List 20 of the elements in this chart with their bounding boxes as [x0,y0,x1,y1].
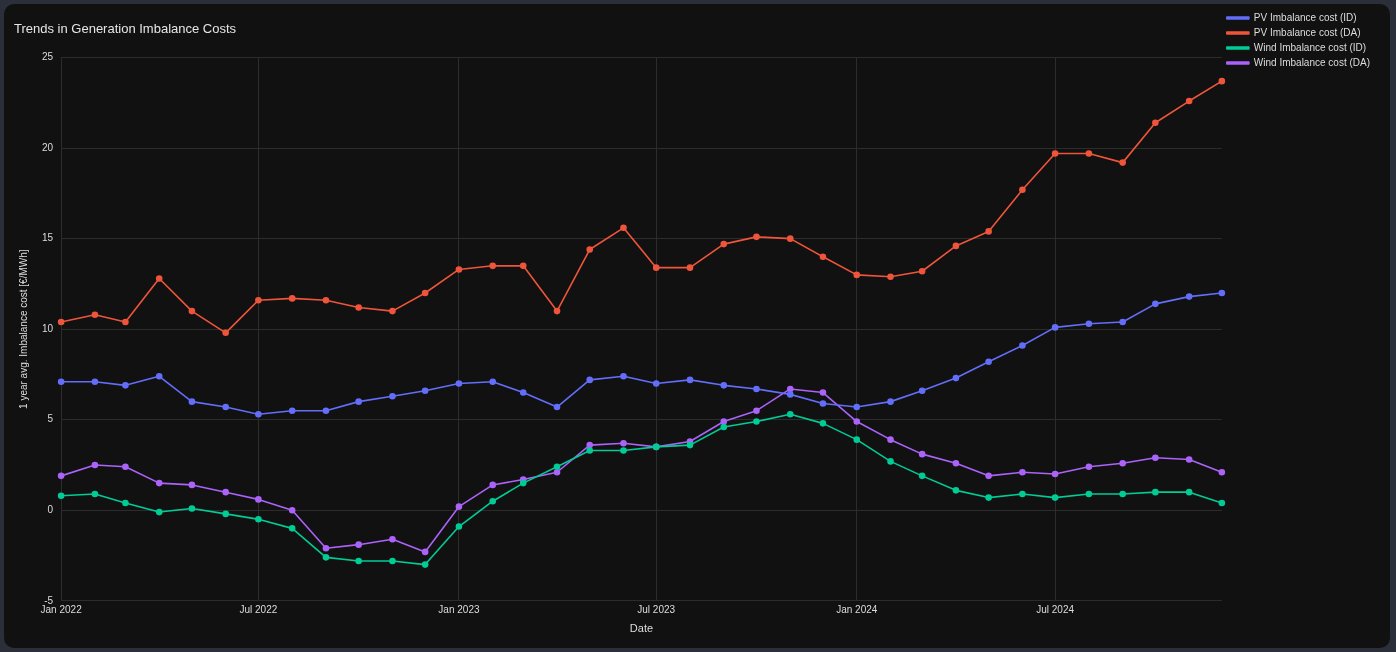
y-tick-label: 0 [47,504,54,516]
y-tick-label: 15 [42,232,54,244]
y-tick-label: 10 [42,322,54,334]
legend-label: Wind Imbalance cost (DA) [1253,56,1371,68]
legend-label: Wind Imbalance cost (ID) [1253,41,1367,53]
x-tick-label: Jul 2022 [239,603,278,615]
x-axis-title: Date [629,622,654,635]
x-tick-label: Jul 2024 [1036,603,1075,615]
x-tick-label: Jan 2024 [836,603,878,615]
chart-title: Trends in Generation Imbalance Costs [14,21,237,37]
x-tick-label: Jul 2023 [637,603,676,615]
x-tick-label: Jan 2023 [438,603,480,615]
y-tick-label: -5 [44,594,54,606]
y-tick-label: 5 [47,413,54,425]
x-tick-label: Jan 2022 [40,603,83,615]
y-tick-label: 25 [42,51,54,63]
y-tick-label: 20 [42,141,54,153]
legend-label: PV Imbalance cost (ID) [1253,11,1357,23]
legend-label: PV Imbalance cost (DA) [1253,26,1361,38]
y-axis-title: 1 year avg. Imbalance cost [€/MWh] [17,249,29,409]
